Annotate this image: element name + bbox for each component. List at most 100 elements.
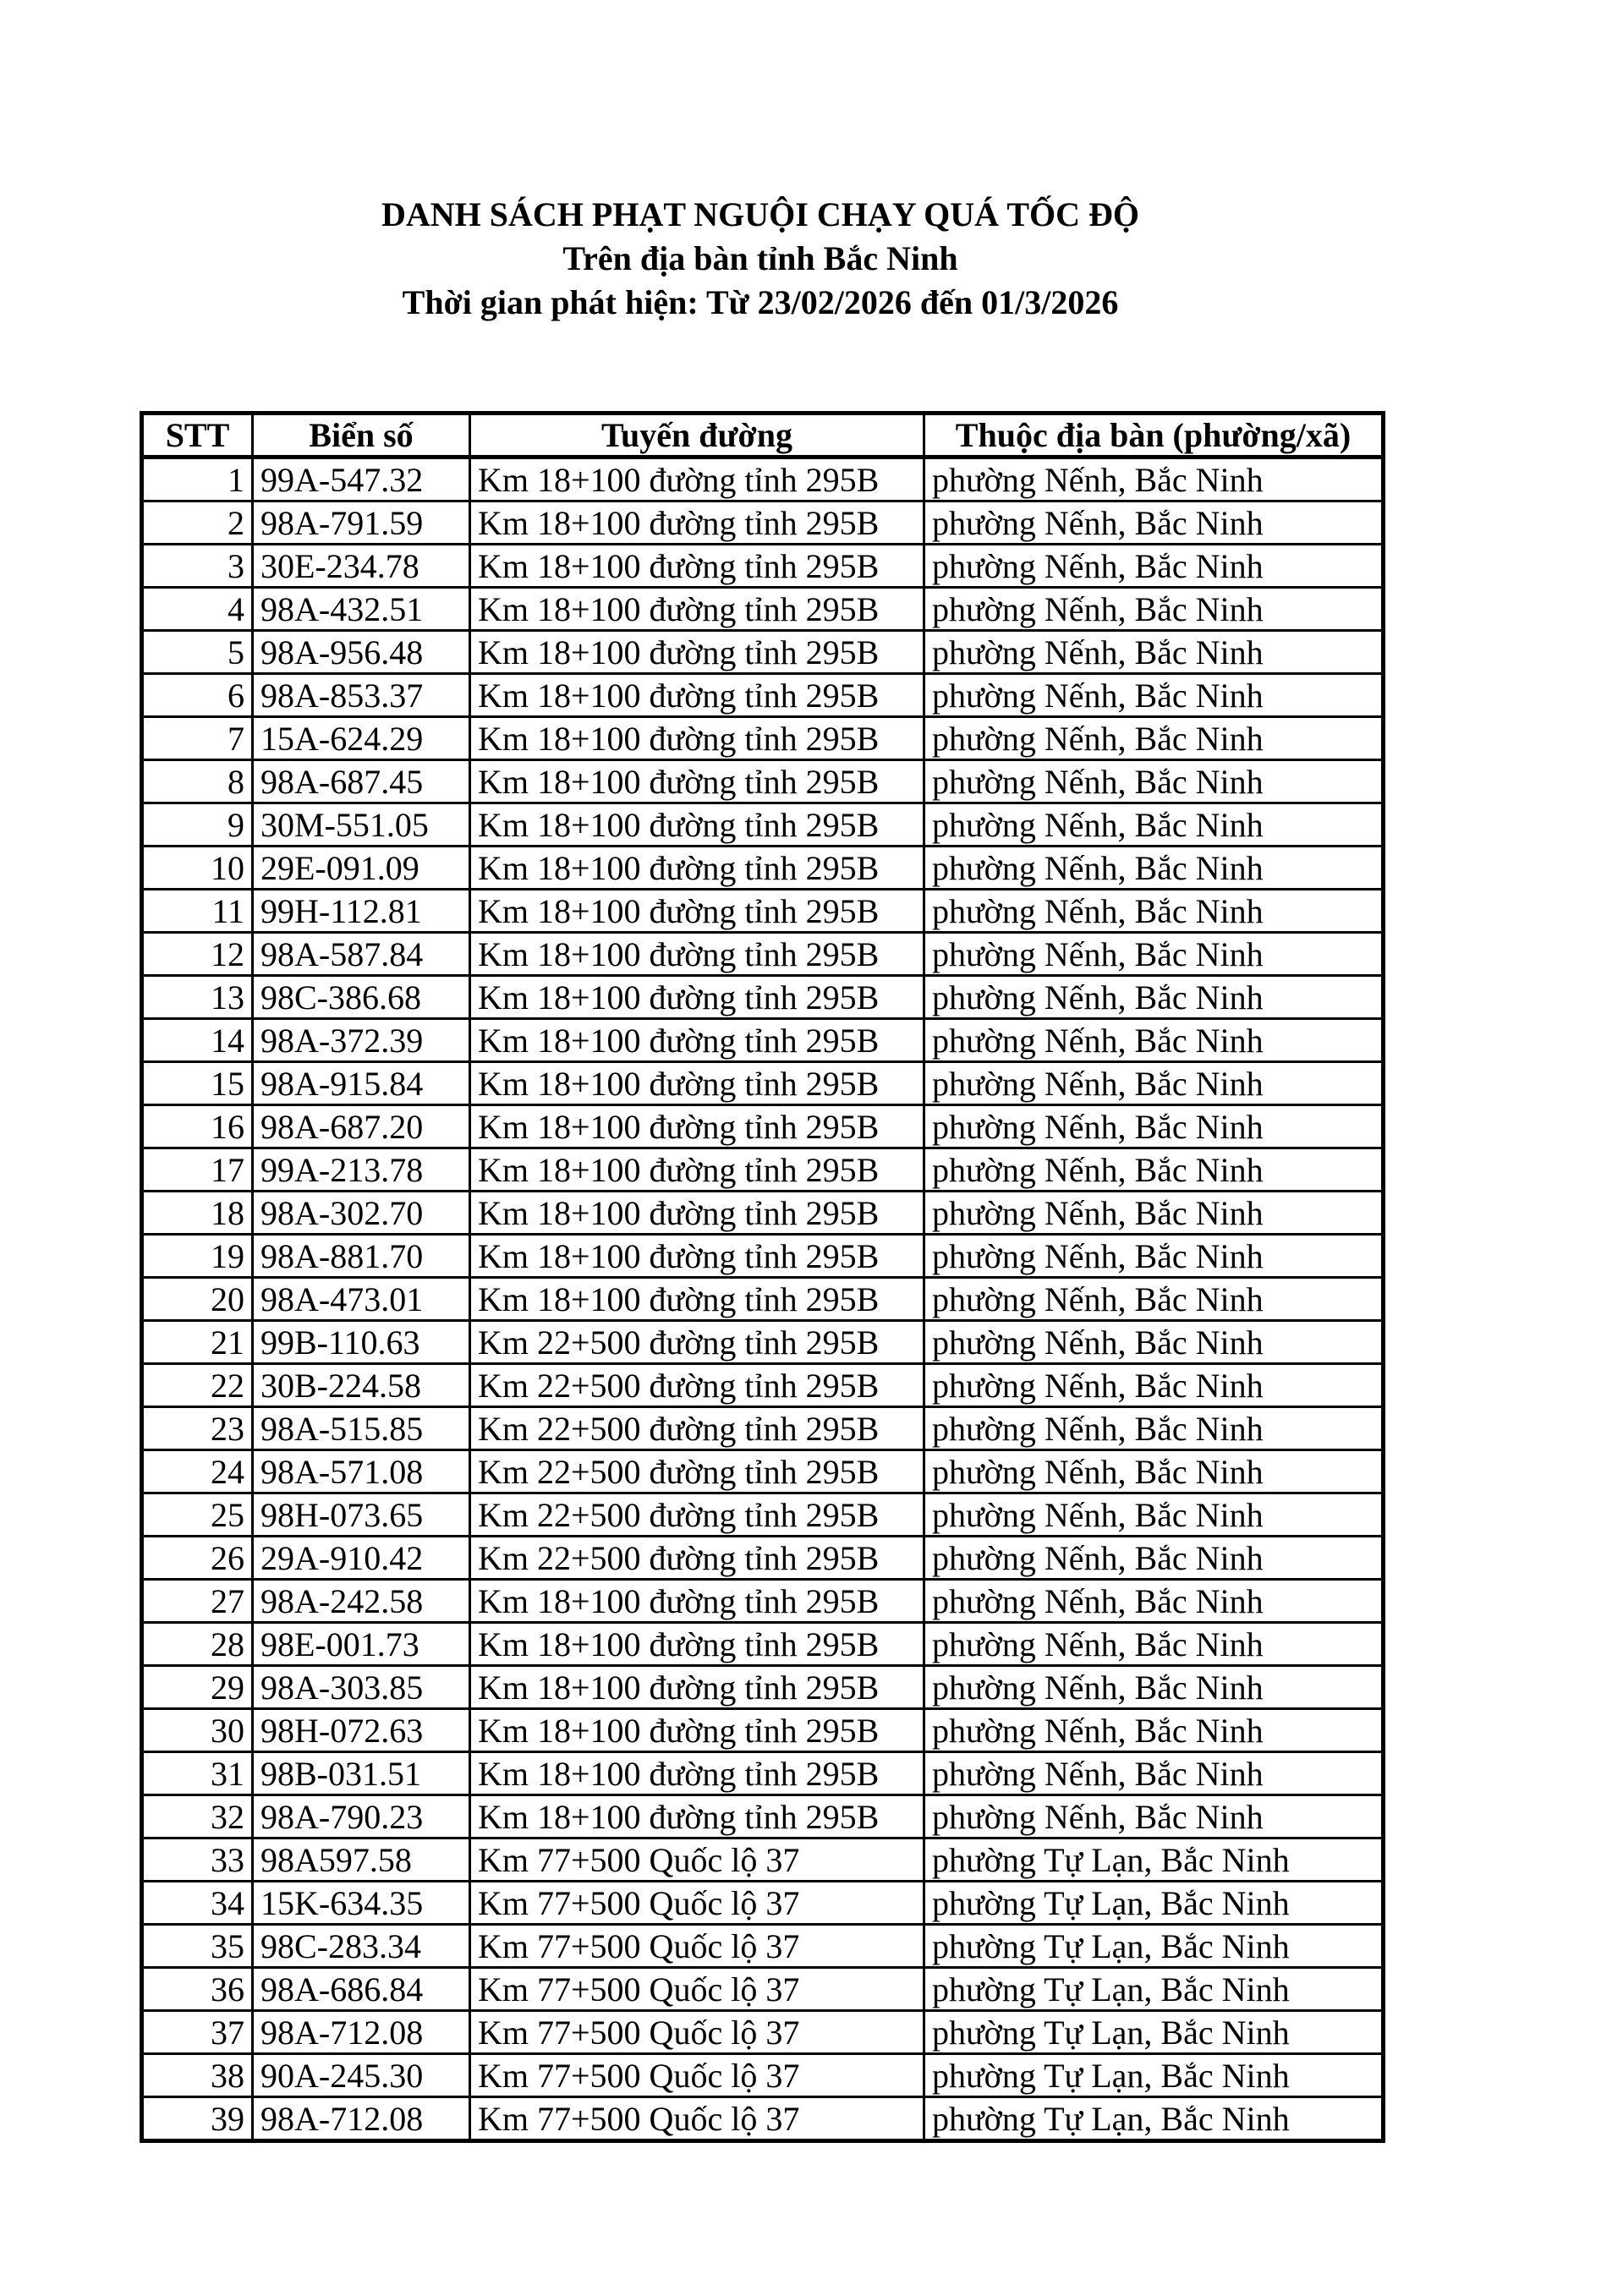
cell-area: phường Nếnh, Bắc Ninh	[923, 1707, 1384, 1753]
table-row: 3 30E-234.78 Km 18+100 đường tỉnh 295B p…	[140, 543, 1384, 589]
cell-stt: 31	[140, 1751, 254, 1796]
table-row: 33 98A597.58 Km 77+500 Quốc lộ 37 phường…	[140, 1837, 1384, 1882]
cell-stt: 33	[140, 1837, 254, 1882]
table-row: 1 99A-547.32 Km 18+100 đường tỉnh 295B p…	[140, 456, 1384, 502]
header-route: Tuyến đường	[469, 412, 925, 459]
cell-plate: 90A-245.30	[251, 2052, 471, 2098]
cell-stt: 28	[140, 1621, 254, 1667]
cell-stt: 17	[140, 1147, 254, 1192]
table-row: 26 29A-910.42 Km 22+500 đường tỉnh 295B …	[140, 1535, 1384, 1581]
cell-route: Km 18+100 đường tỉnh 295B	[469, 586, 925, 632]
cell-route: Km 18+100 đường tỉnh 295B	[469, 1017, 925, 1063]
cell-area: phường Nếnh, Bắc Ninh	[923, 672, 1384, 718]
cell-plate: 98A-242.58	[251, 1578, 471, 1624]
table-row: 37 98A-712.08 Km 77+500 Quốc lộ 37 phườn…	[140, 2009, 1384, 2055]
table-row: 24 98A-571.08 Km 22+500 đường tỉnh 295B …	[140, 1449, 1384, 1494]
cell-area: phường Tự Lạn, Bắc Ninh	[923, 1923, 1384, 1969]
header-plate: Biển số	[251, 412, 471, 459]
cell-area: phường Nếnh, Bắc Ninh	[923, 1319, 1384, 1365]
cell-plate: 15K-634.35	[251, 1880, 471, 1926]
cell-stt: 11	[140, 888, 254, 934]
cell-route: Km 77+500 Quốc lộ 37	[469, 1966, 925, 2012]
cell-route: Km 18+100 đường tỉnh 295B	[469, 1621, 925, 1667]
table-row: 14 98A-372.39 Km 18+100 đường tỉnh 295B …	[140, 1017, 1384, 1063]
cell-plate: 98A-303.85	[251, 1664, 471, 1710]
cell-plate: 98A-915.84	[251, 1060, 471, 1106]
cell-route: Km 18+100 đường tỉnh 295B	[469, 672, 925, 718]
cell-stt: 5	[140, 629, 254, 675]
table-row: 36 98A-686.84 Km 77+500 Quốc lộ 37 phườn…	[140, 1966, 1384, 2012]
table-row: 34 15K-634.35 Km 77+500 Quốc lộ 37 phườn…	[140, 1880, 1384, 1926]
cell-area: phường Nếnh, Bắc Ninh	[923, 1492, 1384, 1537]
cell-stt: 14	[140, 1017, 254, 1063]
cell-route: Km 18+100 đường tỉnh 295B	[469, 1578, 925, 1624]
table-row: 21 99B-110.63 Km 22+500 đường tỉnh 295B …	[140, 1319, 1384, 1365]
cell-route: Km 18+100 đường tỉnh 295B	[469, 1190, 925, 1236]
table-row: 38 90A-245.30 Km 77+500 Quốc lộ 37 phườn…	[140, 2052, 1384, 2098]
cell-stt: 12	[140, 931, 254, 977]
cell-stt: 25	[140, 1492, 254, 1537]
table-header: STT Biển số Tuyến đường Thuộc địa bàn (p…	[140, 412, 1384, 459]
cell-route: Km 77+500 Quốc lộ 37	[469, 1837, 925, 1882]
cell-stt: 18	[140, 1190, 254, 1236]
cell-area: phường Nếnh, Bắc Ninh	[923, 543, 1384, 589]
cell-plate: 29E-091.09	[251, 845, 471, 890]
cell-area: phường Tự Lạn, Bắc Ninh	[923, 1966, 1384, 2012]
cell-stt: 6	[140, 672, 254, 718]
cell-plate: 98A-302.70	[251, 1190, 471, 1236]
table-row: 22 30B-224.58 Km 22+500 đường tỉnh 295B …	[140, 1362, 1384, 1408]
document-period: Thời gian phát hiện: Từ 23/02/2026 đến 0…	[402, 283, 1119, 321]
document-subtitle: Trên địa bàn tỉnh Bắc Ninh	[562, 239, 958, 277]
cell-plate: 99A-547.32	[251, 456, 471, 502]
cell-plate: 98A-712.08	[251, 2096, 471, 2142]
cell-plate: 99H-112.81	[251, 888, 471, 934]
cell-route: Km 18+100 đường tỉnh 295B	[469, 1794, 925, 1839]
cell-stt: 21	[140, 1319, 254, 1365]
table-row: 2 98A-791.59 Km 18+100 đường tỉnh 295B p…	[140, 500, 1384, 545]
cell-plate: 30M-551.05	[251, 802, 471, 847]
table-row: 31 98B-031.51 Km 18+100 đường tỉnh 295B …	[140, 1751, 1384, 1796]
cell-area: phường Nếnh, Bắc Ninh	[923, 974, 1384, 1020]
cell-route: Km 18+100 đường tỉnh 295B	[469, 1751, 925, 1796]
cell-stt: 9	[140, 802, 254, 847]
cell-route: Km 18+100 đường tỉnh 295B	[469, 1707, 925, 1753]
cell-stt: 39	[140, 2096, 254, 2142]
table-row: 5 98A-956.48 Km 18+100 đường tỉnh 295B p…	[140, 629, 1384, 675]
cell-stt: 35	[140, 1923, 254, 1969]
cell-stt: 37	[140, 2009, 254, 2055]
cell-route: Km 22+500 đường tỉnh 295B	[469, 1319, 925, 1365]
cell-route: Km 18+100 đường tỉnh 295B	[469, 974, 925, 1020]
cell-plate: 99A-213.78	[251, 1147, 471, 1192]
cell-plate: 98C-283.34	[251, 1923, 471, 1969]
cell-plate: 98A-712.08	[251, 2009, 471, 2055]
table-row: 9 30M-551.05 Km 18+100 đường tỉnh 295B p…	[140, 802, 1384, 847]
cell-area: phường Nếnh, Bắc Ninh	[923, 1449, 1384, 1494]
cell-stt: 29	[140, 1664, 254, 1710]
cell-area: phường Nếnh, Bắc Ninh	[923, 1104, 1384, 1149]
cell-area: phường Nếnh, Bắc Ninh	[923, 500, 1384, 545]
cell-area: phường Nếnh, Bắc Ninh	[923, 1794, 1384, 1839]
table-row: 25 98H-073.65 Km 22+500 đường tỉnh 295B …	[140, 1492, 1384, 1537]
table-row: 30 98H-072.63 Km 18+100 đường tỉnh 295B …	[140, 1707, 1384, 1753]
cell-plate: 98A-372.39	[251, 1017, 471, 1063]
cell-route: Km 22+500 đường tỉnh 295B	[469, 1362, 925, 1408]
header-stt: STT	[140, 412, 254, 459]
table-row: 23 98A-515.85 Km 22+500 đường tỉnh 295B …	[140, 1406, 1384, 1451]
cell-area: phường Nếnh, Bắc Ninh	[923, 1406, 1384, 1451]
cell-area: phường Tự Lạn, Bắc Ninh	[923, 1880, 1384, 1926]
table-row: 6 98A-853.37 Km 18+100 đường tỉnh 295B p…	[140, 672, 1384, 718]
cell-area: phường Tự Lạn, Bắc Ninh	[923, 2052, 1384, 2098]
table-row: 10 29E-091.09 Km 18+100 đường tỉnh 295B …	[140, 845, 1384, 890]
cell-area: phường Nếnh, Bắc Ninh	[923, 1578, 1384, 1624]
cell-plate: 98A-790.23	[251, 1794, 471, 1839]
table-row: 18 98A-302.70 Km 18+100 đường tỉnh 295B …	[140, 1190, 1384, 1236]
table-row: 29 98A-303.85 Km 18+100 đường tỉnh 295B …	[140, 1664, 1384, 1710]
cell-stt: 13	[140, 974, 254, 1020]
cell-plate: 98A-956.48	[251, 629, 471, 675]
table-row: 7 15A-624.29 Km 18+100 đường tỉnh 295B p…	[140, 715, 1384, 761]
cell-plate: 98H-073.65	[251, 1492, 471, 1537]
cell-stt: 4	[140, 586, 254, 632]
cell-plate: 98A-791.59	[251, 500, 471, 545]
cell-area: phường Nếnh, Bắc Ninh	[923, 715, 1384, 761]
table-row: 16 98A-687.20 Km 18+100 đường tỉnh 295B …	[140, 1104, 1384, 1149]
